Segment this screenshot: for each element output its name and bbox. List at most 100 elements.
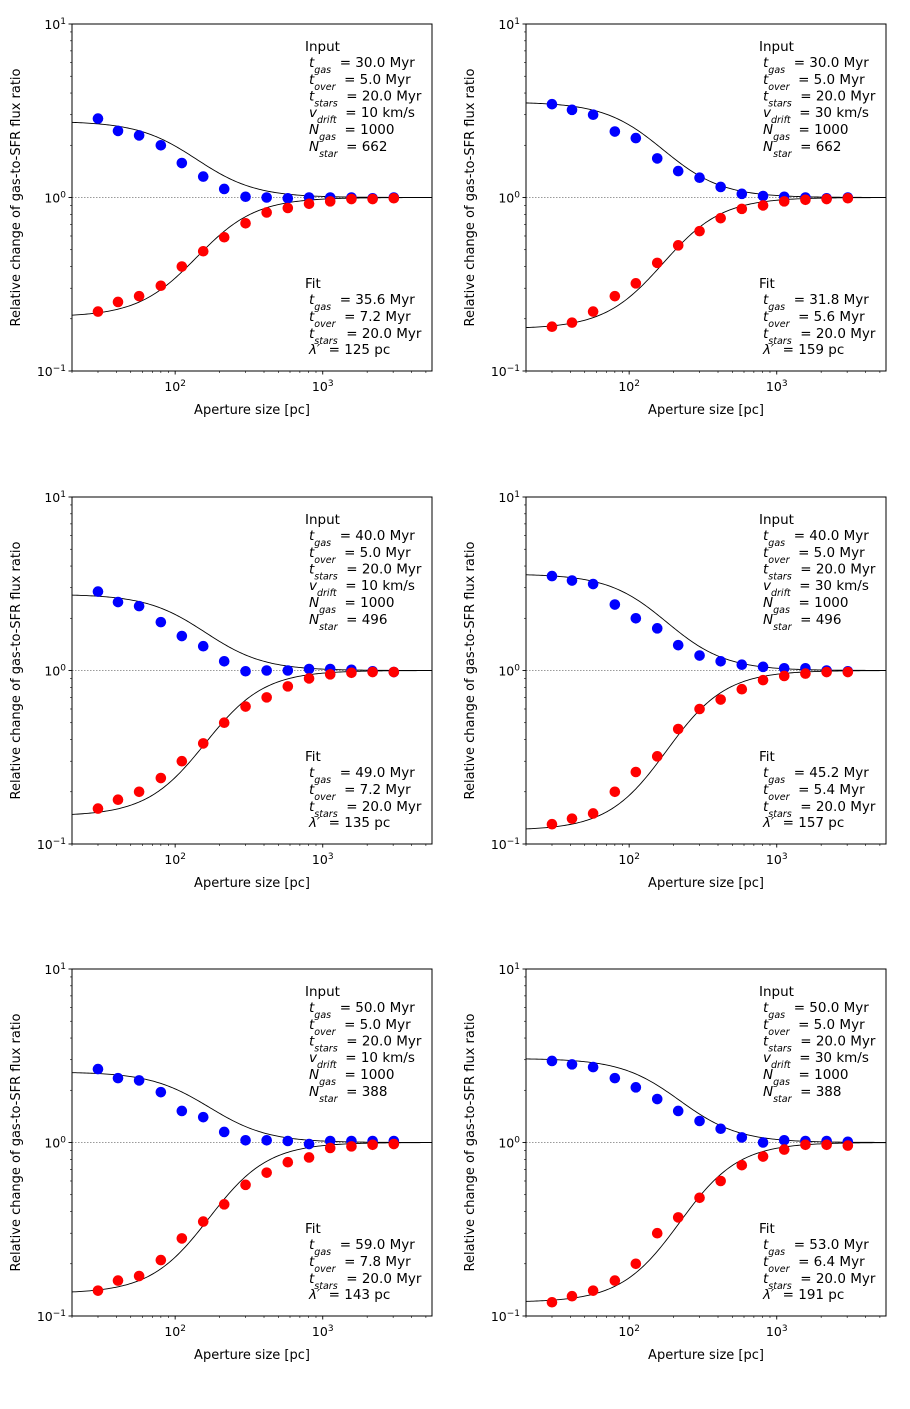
input-n-gas: Ngas = 1000 [763,595,848,616]
gas-point [672,1105,684,1117]
x-tick-label: 102 [164,379,186,394]
star-point [757,1151,769,1162]
gas-point [630,1082,642,1093]
star-point [800,194,811,206]
chart-panel-4: 10−1 100 101 102 103 Aperture size [pc] Relati… [454,473,909,937]
x-tick-label: 103 [766,852,788,867]
x-axis: 102 103 [71,371,427,394]
x-axis: 102 103 [525,844,881,867]
x-axis-label: Aperture size [pc] [648,1348,764,1363]
star-point [388,192,400,204]
input-v-drift: vdrift = 10 km/s [309,578,415,599]
gas-point [609,599,621,610]
gas-point [609,126,621,137]
star-point [218,1199,230,1210]
gas-point [630,612,642,624]
gas-point [240,1134,251,1146]
star-point [282,202,294,214]
series-stars [546,192,854,333]
star-point [133,786,145,798]
y-tick-label: 10−1 [37,364,66,379]
fit-lambda: λ′ = 157 pc [762,815,844,831]
chart-svg: 10−1 100 101 102 103 Aperture size [pc] Relati… [9,490,433,891]
input-t-stars: tstars = 20.0 Myr [309,89,422,110]
star-point [261,207,272,218]
gas-point [757,190,769,202]
star-point [92,803,104,814]
series-gas [546,570,854,677]
x-tick-label: 103 [766,1324,788,1339]
y-axis-label: Relative change of gas-to-SFR flux ratio [463,1013,478,1271]
input-v-drift: vdrift = 10 km/s [309,1050,415,1071]
fit-t-stars: tstars = 20.0 Myr [309,799,422,820]
star-point [282,681,294,692]
gas-point [155,616,167,628]
star-point [800,668,811,679]
star-point [842,1140,854,1151]
y-tick-label: 100 [498,1136,520,1151]
star-point [630,766,642,778]
input-heading: Input [759,39,794,55]
input-n-gas: Ngas = 1000 [763,122,848,143]
gas-point [261,665,272,676]
y-axis-label: Relative change of gas-to-SFR flux ratio [9,1013,24,1271]
star-point [587,306,599,317]
gas-point [651,623,663,634]
input-t-over: tover = 5.0 Myr [309,72,411,93]
star-point [672,240,684,251]
star-point [566,1290,578,1302]
gas-point [587,109,599,121]
y-axis: 10−1 100 101 [37,490,72,852]
star-point [218,717,230,729]
input-t-gas: tgas = 50.0 Myr [763,1000,869,1021]
gas-point [155,1086,167,1098]
star-point [609,290,621,302]
input-t-stars: tstars = 20.0 Myr [763,562,876,583]
input-heading: Input [305,984,340,1000]
star-point [778,1144,790,1155]
gas-point [197,171,209,182]
gas-point [546,1055,558,1067]
input-n-gas: Ngas = 1000 [309,1067,394,1088]
chart-panel-2: 10−1 100 101 102 103 Aperture size [pc] Relati… [454,0,909,464]
y-axis-label: Relative change of gas-to-SFR flux ratio [9,541,24,799]
gas-point [133,1075,145,1086]
star-point [672,723,684,735]
input-n-star: Nstar = 496 [763,612,841,633]
star-point [736,1159,748,1171]
y-tick-label: 10−1 [37,1309,66,1324]
star-point [112,794,124,806]
y-axis-label: Relative change of gas-to-SFR flux ratio [463,541,478,799]
x-tick-label: 102 [618,1324,640,1339]
gas-point [736,1132,748,1143]
input-n-gas: Ngas = 1000 [309,595,394,616]
gas-point [736,659,748,671]
fit-t-over: tover = 7.8 Myr [309,1254,411,1275]
y-axis-label: Relative change of gas-to-SFR flux ratio [9,68,24,326]
gas-point [757,661,769,673]
x-axis: 102 103 [71,844,427,867]
fit-heading: Fit [305,749,321,765]
star-point [197,245,209,257]
input-heading: Input [305,512,340,528]
fit-t-over: tover = 5.4 Myr [763,782,865,803]
input-heading: Input [305,39,340,55]
input-t-over: tover = 5.0 Myr [763,545,865,566]
gas-point [715,181,726,193]
gas-point [155,139,167,151]
gas-point [672,639,684,651]
x-axis: 102 103 [525,371,881,394]
x-axis-label: Aperture size [pc] [194,876,310,891]
fit-t-gas: tgas = 45.2 Myr [763,765,869,786]
star-point [715,694,726,705]
gas-point [112,1072,124,1084]
gas-point [630,132,642,144]
